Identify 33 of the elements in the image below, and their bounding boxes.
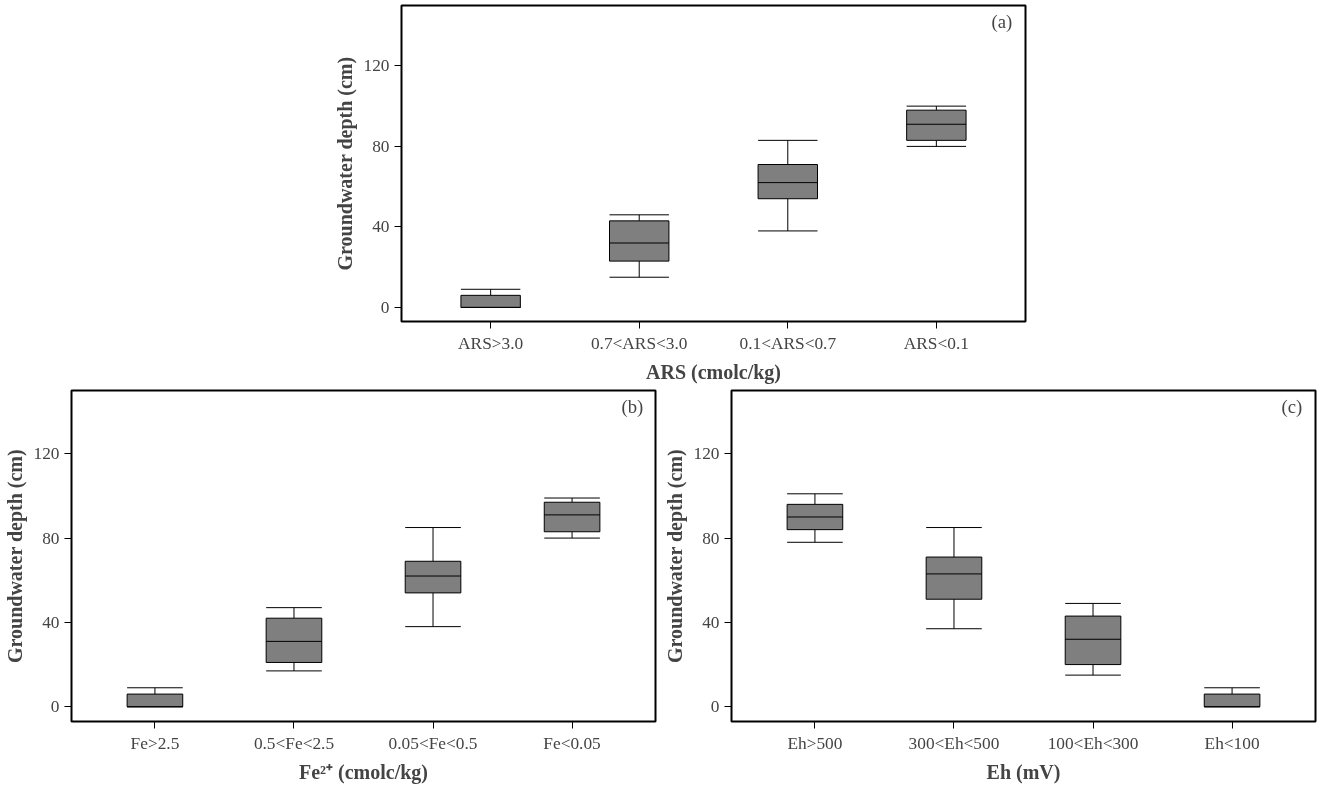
x-axis-title: Fe²⁺ (cmolc/kg) xyxy=(298,760,429,784)
x-tick-label: Fe<0.05 xyxy=(543,733,601,753)
x-tick-label: ARS>3.0 xyxy=(458,333,524,353)
x-tick-label: 0.7<ARS<3.0 xyxy=(590,333,688,353)
y-tick-label: 40 xyxy=(372,217,390,237)
x-tick-label: 100<Eh<300 xyxy=(1047,733,1139,753)
y-tick-label: 40 xyxy=(42,612,60,632)
annotation: (c) xyxy=(1281,395,1303,418)
y-tick-label: 40 xyxy=(702,612,720,632)
x-tick-label: 0.05<Fe<0.5 xyxy=(388,733,478,753)
y-axis-title: Groundwater depth (cm) xyxy=(333,56,357,271)
y-tick-label: 0 xyxy=(710,697,720,717)
y-tick-label: 0 xyxy=(380,297,390,317)
x-tick-label: 300<Eh<500 xyxy=(908,733,1000,753)
x-tick-label: 0.1<ARS<0.7 xyxy=(739,333,837,353)
x-tick-label: 0.5<Fe<2.5 xyxy=(253,733,335,753)
y-axis-title: Groundwater depth (cm) xyxy=(663,449,687,664)
y-tick-label: 80 xyxy=(702,528,720,548)
y-tick-label: 0 xyxy=(50,697,60,717)
y-tick-label: 120 xyxy=(33,444,60,464)
y-tick-label: 120 xyxy=(363,56,390,76)
x-axis-title: ARS (cmolc/kg) xyxy=(646,360,781,384)
y-tick-label: 80 xyxy=(372,136,390,156)
annotation: (a) xyxy=(991,10,1013,33)
y-tick-label: 80 xyxy=(42,528,60,548)
x-tick-label: Fe>2.5 xyxy=(130,733,180,753)
y-tick-label: 120 xyxy=(693,444,720,464)
x-tick-label: Eh<100 xyxy=(1204,733,1260,753)
x-axis-title: Eh (mV) xyxy=(986,760,1061,784)
annotation: (b) xyxy=(621,395,644,418)
x-tick-label: ARS<0.1 xyxy=(903,333,969,353)
x-tick-label: Eh>500 xyxy=(787,733,843,753)
y-axis-title: Groundwater depth (cm) xyxy=(3,449,27,664)
